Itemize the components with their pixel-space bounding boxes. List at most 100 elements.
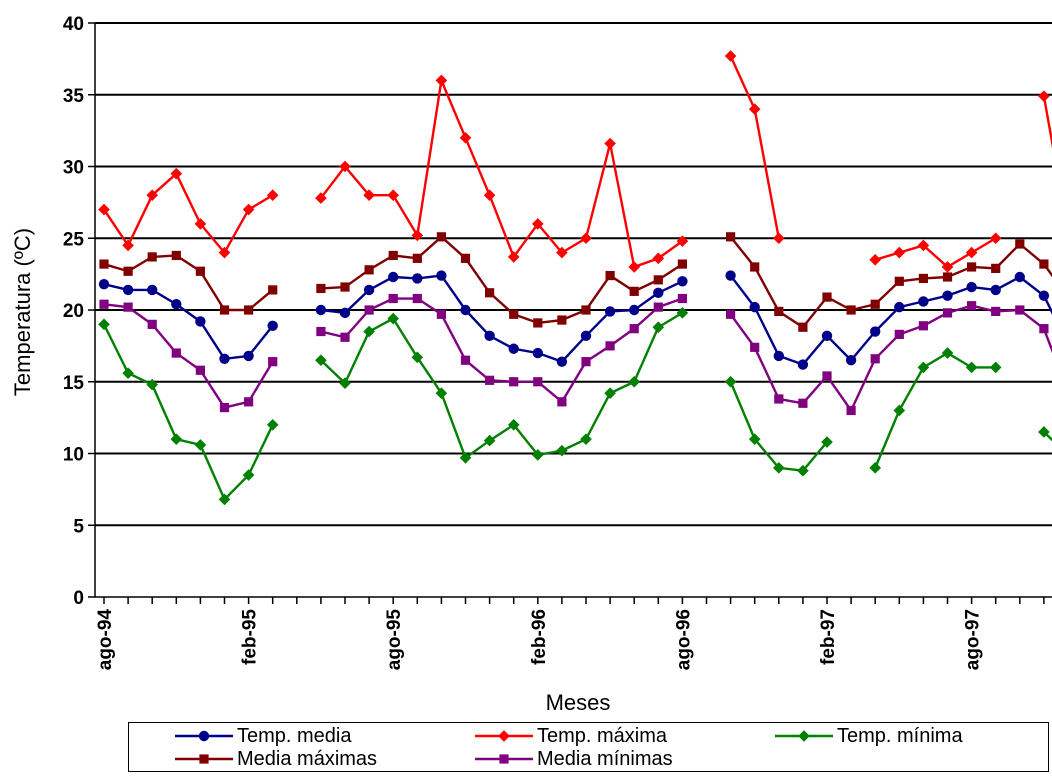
data-point bbox=[1038, 90, 1050, 102]
data-point bbox=[195, 316, 206, 327]
data-point bbox=[364, 265, 374, 275]
data-point bbox=[941, 347, 954, 359]
x-tick-label: feb-96 bbox=[529, 609, 550, 665]
data-point bbox=[171, 348, 181, 358]
data-point bbox=[147, 284, 158, 296]
data-point bbox=[965, 361, 978, 374]
x-tick-label: ago-94 bbox=[95, 609, 116, 671]
data-point bbox=[797, 464, 809, 477]
data-point bbox=[483, 189, 496, 201]
y-tick-labels: 0 5 10 15 20 25 30 35 40 bbox=[63, 14, 85, 609]
data-point bbox=[846, 305, 856, 315]
series-media-minimas bbox=[99, 293, 1052, 416]
data-point bbox=[436, 309, 446, 319]
data-point bbox=[219, 402, 230, 413]
data-point bbox=[556, 356, 568, 367]
data-point bbox=[557, 315, 567, 325]
data-point bbox=[750, 342, 760, 352]
data-point bbox=[339, 160, 351, 173]
data-point bbox=[218, 493, 231, 506]
legend: Temp. media Temp. máxima Temp. mínima Me… bbox=[128, 722, 1049, 772]
y-tick-label: 0 bbox=[73, 588, 84, 609]
data-point bbox=[556, 444, 568, 457]
series-group bbox=[98, 50, 1052, 506]
x-tick-label: ago-95 bbox=[384, 609, 405, 671]
legend-item-temp-minima: Temp. mínima bbox=[775, 724, 963, 748]
series-line bbox=[874, 237, 997, 269]
data-point bbox=[387, 189, 399, 201]
data-point bbox=[412, 273, 423, 284]
data-point bbox=[1015, 305, 1025, 315]
data-point bbox=[411, 229, 424, 242]
data-point bbox=[339, 307, 351, 319]
legend-label: Temp. mínima bbox=[837, 724, 963, 747]
legend-swatch bbox=[175, 730, 233, 742]
data-point bbox=[917, 239, 930, 252]
legend-marker bbox=[198, 730, 210, 742]
data-point bbox=[1015, 239, 1025, 249]
data-point bbox=[556, 246, 568, 259]
legend-label: Temp. media bbox=[237, 724, 352, 747]
legend-swatch bbox=[475, 730, 533, 742]
data-point bbox=[412, 253, 422, 263]
series-line bbox=[320, 311, 684, 460]
data-point bbox=[242, 469, 255, 481]
data-point bbox=[387, 312, 399, 325]
data-point bbox=[797, 359, 809, 370]
data-point bbox=[436, 232, 446, 242]
data-point bbox=[340, 332, 350, 342]
y-tick-label: 5 bbox=[73, 516, 84, 537]
data-point bbox=[605, 270, 615, 281]
data-point bbox=[146, 378, 158, 391]
data-point bbox=[773, 232, 785, 245]
data-point bbox=[991, 306, 1001, 317]
data-point bbox=[1014, 271, 1025, 283]
data-point bbox=[509, 377, 519, 387]
data-point bbox=[967, 262, 977, 272]
x-tick-label: feb-95 bbox=[240, 609, 261, 665]
data-point bbox=[894, 329, 904, 339]
series-line bbox=[320, 274, 683, 363]
data-point bbox=[98, 203, 110, 216]
data-point bbox=[315, 304, 327, 316]
line-chart: 0 5 10 15 20 25 30 35 40 ago-94 feb-95 ago-95 feb-9… bbox=[10, 14, 1052, 715]
series-line bbox=[320, 297, 683, 404]
data-point bbox=[268, 285, 278, 295]
legend-swatch bbox=[475, 754, 533, 764]
data-point bbox=[870, 354, 880, 364]
data-point bbox=[509, 309, 519, 319]
data-point bbox=[893, 404, 906, 417]
legend-swatch bbox=[175, 754, 233, 764]
data-point bbox=[147, 252, 157, 262]
data-point bbox=[677, 276, 688, 287]
series-temp-minima bbox=[98, 307, 1052, 506]
data-point bbox=[942, 272, 953, 282]
data-point bbox=[122, 284, 134, 296]
legend-item-media-minimas: Media mínimas bbox=[475, 747, 673, 771]
data-point bbox=[580, 433, 592, 445]
data-point bbox=[652, 321, 665, 334]
data-point bbox=[894, 301, 905, 313]
data-point bbox=[918, 273, 928, 284]
data-point bbox=[749, 301, 760, 313]
data-point bbox=[267, 320, 278, 331]
data-point bbox=[990, 284, 1001, 296]
data-point bbox=[435, 74, 448, 87]
x-tick-label: ago-96 bbox=[673, 609, 694, 670]
data-point bbox=[846, 405, 856, 416]
data-point bbox=[629, 304, 640, 316]
data-point bbox=[676, 235, 689, 247]
data-point bbox=[170, 433, 183, 445]
data-point bbox=[364, 305, 374, 315]
data-point bbox=[821, 436, 833, 448]
data-point bbox=[485, 375, 495, 385]
data-point bbox=[170, 167, 183, 180]
data-point bbox=[195, 266, 205, 276]
data-point bbox=[123, 302, 133, 312]
data-point bbox=[99, 259, 109, 269]
data-point bbox=[748, 103, 761, 115]
data-point bbox=[1038, 426, 1050, 438]
series-media-maximas bbox=[99, 232, 1052, 332]
data-point bbox=[533, 318, 543, 328]
data-point bbox=[195, 365, 205, 375]
